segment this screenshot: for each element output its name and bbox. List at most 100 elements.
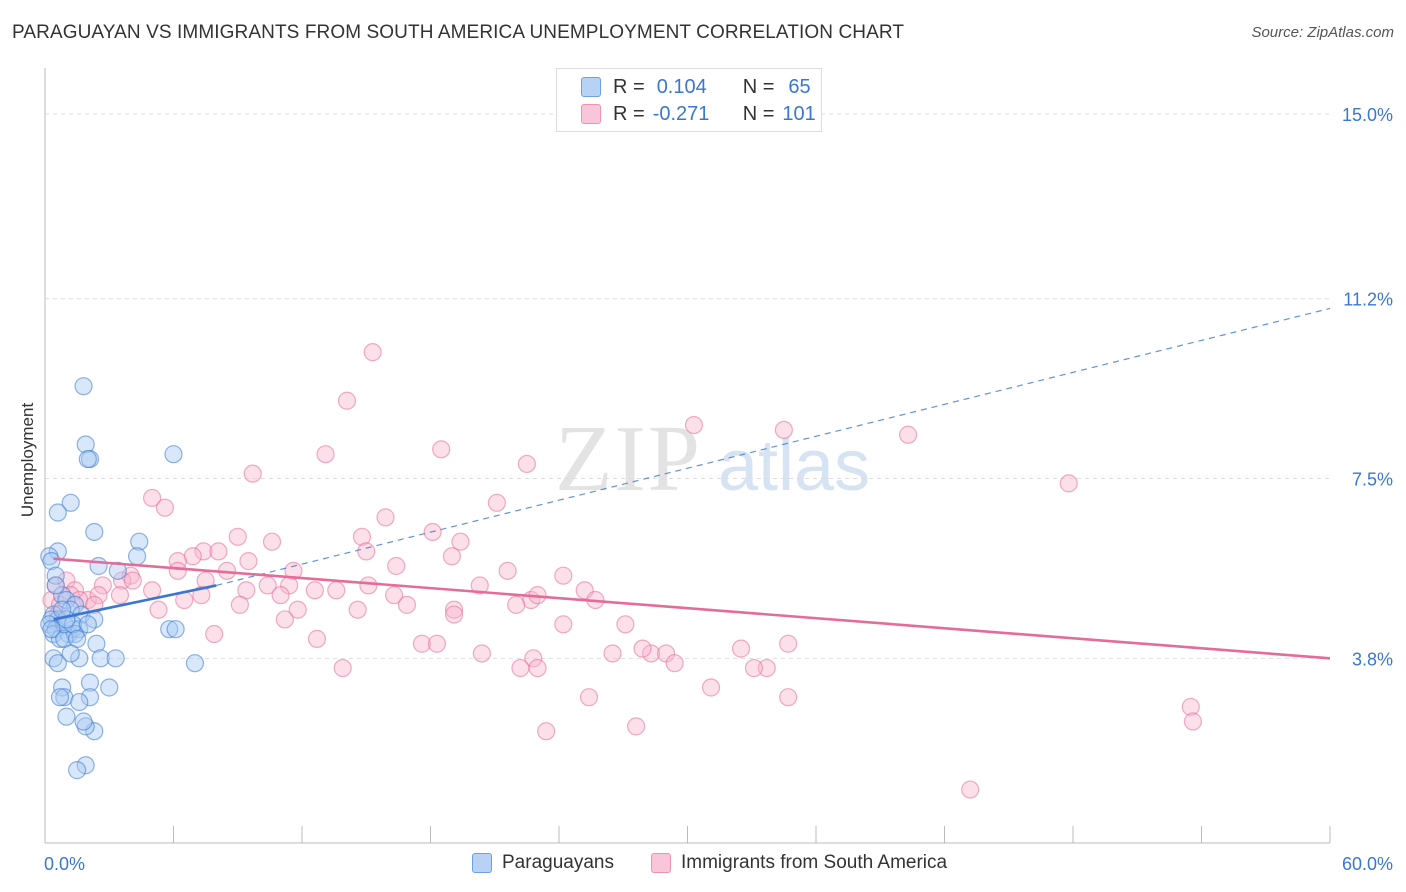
immigrants-point	[444, 600, 464, 619]
paraguayans-point	[70, 692, 89, 712]
r-value: 0.104	[656, 75, 707, 98]
immigrants-point	[731, 639, 751, 658]
immigrants-point	[194, 542, 213, 561]
paraguayans-point	[127, 547, 147, 566]
immigrants-point	[701, 678, 721, 697]
immigrants-point	[352, 527, 372, 546]
immigrants-point	[284, 561, 303, 580]
immigrants-point	[451, 532, 470, 551]
r-label: R =	[613, 75, 645, 98]
paraguayans-point	[76, 435, 95, 454]
paraguayans-point	[46, 576, 65, 595]
immigrants-point	[579, 688, 599, 707]
immigrants-point	[209, 542, 228, 561]
trend-line-dashed	[216, 307, 1331, 587]
immigrants-point	[498, 561, 517, 580]
immigrants-point	[363, 343, 382, 362]
points-immigrants-from-south-america	[42, 343, 1203, 799]
immigrants-point	[327, 581, 346, 600]
immigrants-point	[507, 595, 526, 614]
paraguayans-point	[74, 377, 93, 396]
paraguayans-point	[160, 620, 179, 639]
immigrants-point	[89, 586, 108, 605]
immigrants-point	[898, 425, 918, 444]
immigrants-point	[774, 420, 793, 440]
immigrants-point	[432, 440, 451, 459]
immigrants-point	[337, 391, 357, 410]
immigrants-point	[376, 508, 395, 527]
immigrants-point	[779, 634, 798, 653]
n-label: N =	[742, 75, 775, 98]
paraguayans-point	[166, 620, 185, 639]
paraguayans-point	[46, 566, 65, 585]
legend-swatch-pink	[581, 104, 601, 124]
immigrants-point	[307, 629, 327, 648]
immigrants-point	[387, 556, 406, 576]
n-value: 101	[782, 102, 816, 125]
paraguayans-point	[80, 673, 100, 692]
immigrants-point	[524, 649, 543, 668]
paraguayans-point	[87, 634, 106, 653]
immigrants-point	[665, 654, 684, 673]
immigrants-point	[305, 581, 324, 600]
legend-swatch-pink	[651, 853, 671, 873]
immigrants-point	[384, 586, 404, 605]
immigrants-point	[258, 576, 277, 595]
immigrants-point	[744, 658, 763, 678]
legend-item-immigrants-from-south-america[interactable]: Immigrants from South America	[651, 852, 947, 874]
immigrants-point	[93, 576, 112, 595]
paraguayans-point	[48, 503, 67, 522]
immigrants-point	[626, 717, 646, 736]
immigrants-point	[348, 600, 367, 619]
immigrants-point	[961, 780, 980, 799]
immigrants-point	[528, 658, 547, 678]
immigrants-point	[472, 644, 491, 663]
paraguayans-point	[78, 615, 97, 634]
y-tick-label: 15.0%	[1342, 105, 1393, 125]
immigrants-point	[397, 595, 417, 614]
immigrants-point	[444, 605, 464, 624]
legend-label: Paraguayans	[502, 852, 614, 873]
x-tick-label: 60.0%	[1342, 854, 1393, 874]
immigrants-point	[359, 576, 378, 595]
immigrants-point	[316, 445, 335, 464]
legend-swatch-blue	[472, 853, 492, 873]
immigrants-point	[757, 658, 776, 678]
paraguayans-point	[164, 445, 183, 464]
tick-labels: 3.8% 7.5% 11.2% 15.0% 0.0% 60.0%	[44, 105, 1393, 874]
immigrants-point	[155, 498, 175, 517]
watermark-atlas: atlas	[718, 426, 870, 506]
paraguayans-point	[108, 561, 127, 580]
immigrants-point	[275, 610, 294, 629]
paraguayans-point	[74, 712, 93, 731]
immigrants-point	[183, 547, 202, 566]
immigrants-point	[228, 527, 247, 546]
y-tick-label: 11.2%	[1343, 290, 1393, 310]
immigrants-point	[196, 571, 215, 590]
immigrants-point	[517, 454, 536, 474]
immigrants-point	[271, 586, 290, 605]
paraguayans-point	[42, 552, 61, 571]
immigrants-point	[239, 552, 258, 571]
immigrants-point	[537, 722, 556, 741]
immigrants-point	[641, 644, 661, 663]
immigrants-point	[333, 658, 352, 678]
immigrants-point	[230, 595, 249, 614]
immigrants-point	[779, 688, 798, 707]
immigrants-point	[142, 581, 162, 600]
immigrants-point	[487, 493, 506, 512]
legend-swatch-blue	[581, 77, 601, 97]
paraguayans-point	[57, 707, 76, 726]
paraguayans-point	[91, 649, 110, 668]
trend-line-paraguayans	[53, 584, 217, 621]
grid	[45, 113, 1330, 659]
legend-label: Immigrants from South America	[681, 852, 948, 873]
series-legend: Paraguayans Immigrants from South Americ…	[0, 852, 1406, 878]
paraguayans-point	[130, 532, 149, 551]
watermark-zip: ZIP	[555, 407, 702, 511]
n-label: N =	[742, 102, 775, 125]
immigrants-point	[412, 634, 432, 653]
paraguayans-point	[50, 688, 70, 707]
legend-item-paraguayans[interactable]: Paraguayans	[472, 852, 614, 874]
